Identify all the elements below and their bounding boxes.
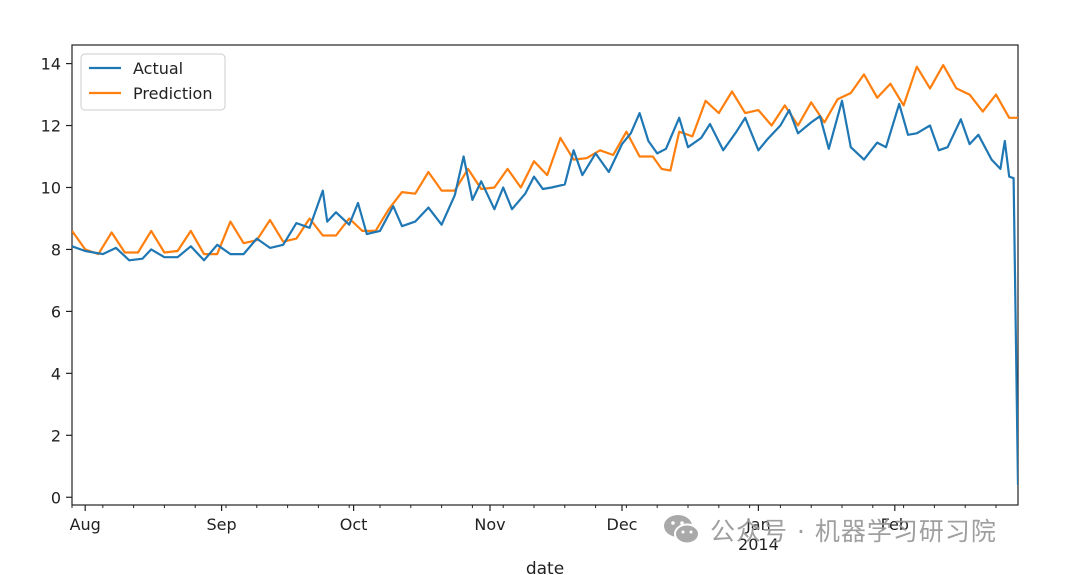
series-line-actual	[72, 99, 1018, 485]
watermark: 公众号 · 机器学习研习院	[662, 512, 997, 548]
x-axis-label: date	[526, 559, 564, 575]
watermark-text: 公众号 · 机器学习研习院	[710, 517, 997, 546]
plot-area	[71, 44, 1019, 506]
y-axis: 0 2 4 6 8 10 12 14	[41, 55, 72, 507]
y-tick-label: 12	[41, 117, 61, 136]
y-tick-label: 10	[41, 178, 61, 197]
x-tick-label: Jan	[745, 515, 771, 534]
x-year-label: 2014	[738, 535, 779, 554]
y-tick-label: 8	[51, 240, 61, 259]
legend: Actual Prediction	[80, 53, 226, 111]
x-tick-label: Dec	[607, 515, 638, 534]
x-tick-label: Oct	[340, 515, 368, 534]
wechat-icon	[664, 515, 700, 545]
y-tick-label: 4	[51, 364, 61, 383]
plot-frame	[71, 44, 1019, 506]
y-tick-label: 2	[51, 426, 61, 445]
series-layer	[72, 63, 1018, 485]
x-axis: Aug Sep Oct Nov Dec Jan Feb 2014	[70, 505, 997, 554]
x-tick-label: Aug	[70, 515, 101, 534]
series-line-prediction	[72, 63, 1018, 256]
y-tick-label: 14	[41, 55, 61, 74]
y-tick-label: 0	[51, 488, 61, 507]
x-tick-label: Feb	[881, 515, 909, 534]
x-tick-label: Nov	[474, 515, 505, 534]
y-tick-label: 6	[51, 302, 61, 321]
x-tick-label: Sep	[207, 515, 237, 534]
legend-label: Prediction	[133, 84, 212, 103]
legend-label: Actual	[133, 59, 183, 78]
